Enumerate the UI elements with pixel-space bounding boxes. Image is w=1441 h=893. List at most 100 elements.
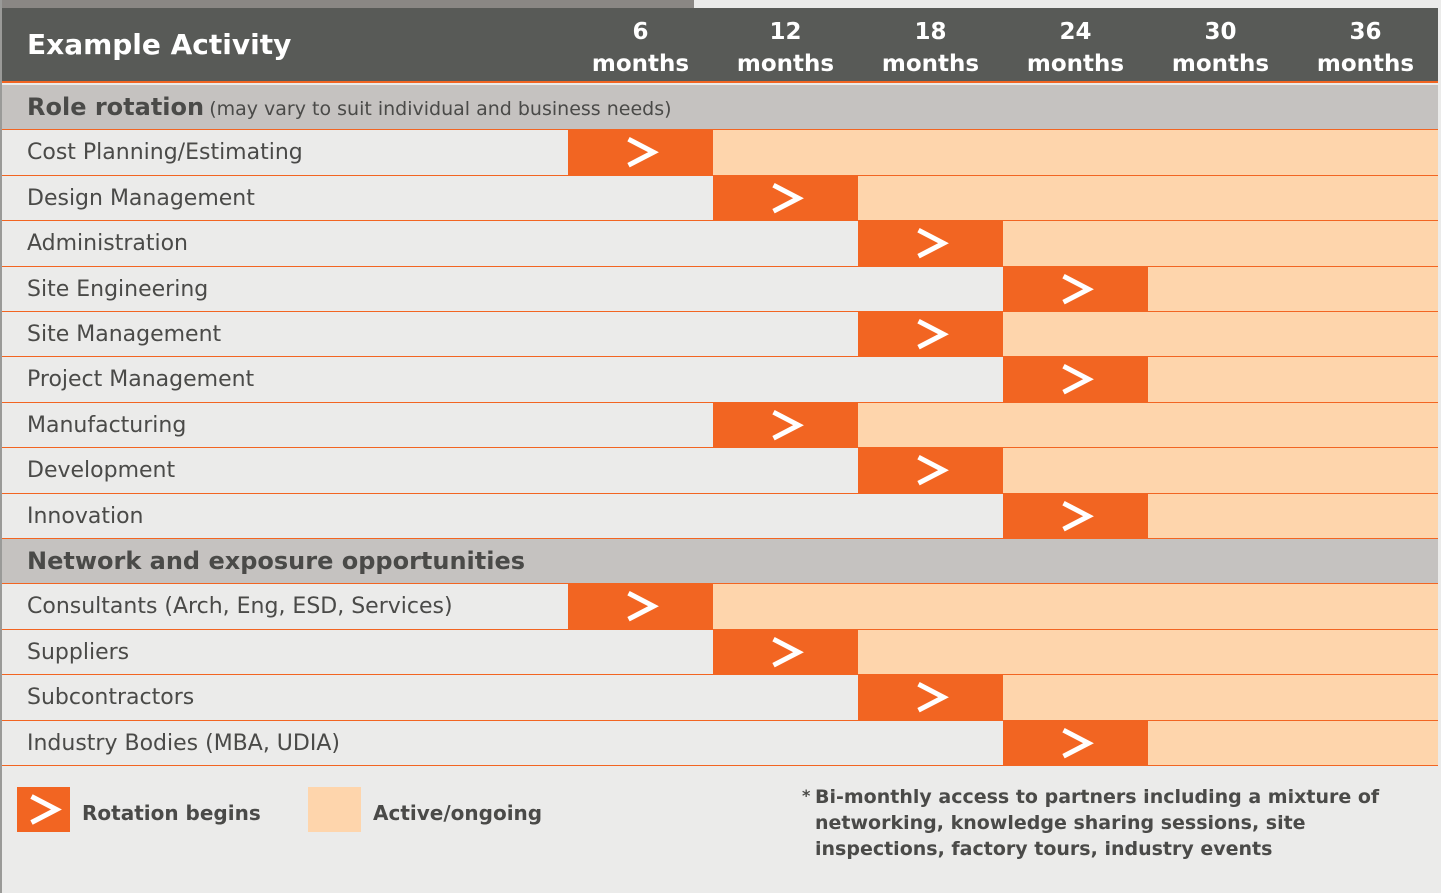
rotation-start	[713, 629, 858, 675]
arrow-icon	[917, 318, 949, 350]
column-header: 18 months	[858, 16, 1003, 80]
column-unit: months	[1316, 51, 1415, 77]
column-header: 36 months	[1293, 16, 1438, 80]
arrow-icon	[917, 228, 949, 259]
active-period	[1148, 266, 1438, 311]
section-note: (may vary to suit individual and busines…	[209, 98, 672, 120]
rotation-start	[568, 584, 713, 629]
active-period	[858, 629, 1438, 675]
activity-row: Subcontractors	[2, 675, 1438, 721]
arrow-icon	[772, 182, 804, 214]
column-unit: months	[1026, 51, 1125, 77]
row-label: Cost Planning/Estimating	[27, 140, 303, 166]
active-period	[1003, 312, 1438, 357]
arrow-icon	[1062, 500, 1094, 532]
section-title-wrap: Network and exposure opportunities	[27, 547, 525, 575]
rotation-start	[713, 175, 858, 221]
active-period	[1003, 221, 1438, 266]
column-header: 24 months	[1003, 16, 1148, 80]
row-label: Industry Bodies (MBA, UDIA)	[27, 730, 340, 756]
column-number: 6	[632, 19, 649, 45]
row-label: Site Management	[27, 322, 222, 347]
arrow-icon	[30, 794, 62, 825]
row-label: Administration	[27, 231, 188, 257]
legend-label: Rotation begins	[82, 801, 261, 825]
legend-swatch	[17, 787, 70, 832]
activity-row: Cost Planning/Estimating	[2, 130, 1438, 176]
arrow-icon	[627, 137, 659, 168]
rotation-start	[1003, 720, 1148, 765]
rotation-start	[858, 675, 1003, 720]
arrow-icon	[772, 636, 804, 668]
activity-row: Consultants (Arch, Eng, ESD, Services)	[2, 584, 1438, 630]
arrow-icon	[772, 409, 804, 441]
rotation-start	[858, 312, 1003, 357]
column-number: 12	[769, 19, 802, 45]
activity-row: Administration	[2, 221, 1438, 267]
row-label: Manufacturing	[27, 412, 187, 438]
column-unit: months	[881, 51, 980, 77]
column-number: 36	[1349, 19, 1382, 45]
activity-row: Development	[2, 448, 1438, 494]
active-period	[713, 584, 1438, 629]
rotation-start	[858, 448, 1003, 493]
row-label: Project Management	[27, 367, 255, 393]
column-header: 30 months	[1148, 16, 1293, 80]
arrow-icon	[917, 455, 949, 486]
active-period	[1148, 357, 1438, 402]
arrow-icon	[1062, 727, 1094, 759]
header-title: Example Activity	[27, 28, 292, 61]
section-title-wrap: Role rotation (may vary to suit individu…	[27, 93, 672, 121]
section-title: Network and exposure opportunities	[27, 547, 526, 575]
arrow-icon	[627, 591, 659, 622]
arrow-icon	[1062, 364, 1094, 395]
activity-row: Design Management	[2, 175, 1438, 222]
active-period	[858, 175, 1438, 221]
row-label: Development	[27, 458, 176, 484]
column-header: 12 months	[713, 16, 858, 80]
photo-strip	[2, 0, 694, 8]
row-label: Innovation	[27, 503, 144, 529]
row-label: Design Management	[27, 185, 255, 211]
arrow-icon	[1062, 273, 1094, 305]
column-number: 30	[1204, 19, 1237, 45]
row-label: Consultants (Arch, Eng, ESD, Services)	[27, 594, 453, 620]
legend-swatch	[308, 787, 361, 832]
column-unit: months	[1171, 51, 1270, 77]
footnote-marker: *	[802, 786, 811, 805]
active-period	[1003, 675, 1438, 720]
rotation-start	[858, 221, 1003, 266]
active-period	[1148, 720, 1438, 765]
section-row: Network and exposure opportunities	[2, 539, 1438, 585]
section-row: Role rotation (may vary to suit individu…	[2, 85, 1438, 131]
active-period	[1003, 448, 1438, 493]
column-unit: months	[591, 51, 690, 77]
rotation-start	[1003, 493, 1148, 538]
activity-row: Project Management	[2, 357, 1438, 403]
column-unit: months	[736, 51, 835, 77]
activity-row: Innovation	[2, 493, 1438, 539]
active-period	[858, 402, 1438, 448]
row-label: Subcontractors	[27, 685, 195, 711]
rotation-start	[1003, 266, 1148, 311]
row-label: Suppliers	[27, 639, 130, 665]
rotation-start	[713, 402, 858, 448]
activity-row: Site Management	[2, 312, 1438, 358]
rotation-start	[1003, 357, 1148, 402]
legend-label: Active/ongoing	[373, 801, 543, 825]
column-header: 6 months	[568, 16, 713, 80]
activity-row: Manufacturing	[2, 402, 1438, 449]
rotation-start	[568, 130, 713, 175]
column-number: 18	[914, 19, 947, 45]
activity-row: Site Engineering	[2, 266, 1438, 312]
activity-row: Industry Bodies (MBA, UDIA)	[2, 720, 1438, 766]
activity-row: Suppliers	[2, 629, 1438, 676]
section-title: Role rotation	[27, 93, 205, 121]
active-period	[1148, 493, 1438, 538]
row-label: Site Engineering	[27, 276, 209, 302]
arrow-icon	[917, 682, 949, 713]
active-period	[713, 130, 1438, 175]
footnote: Bi-monthly access to partners including …	[815, 786, 1380, 860]
column-number: 24	[1059, 19, 1092, 45]
